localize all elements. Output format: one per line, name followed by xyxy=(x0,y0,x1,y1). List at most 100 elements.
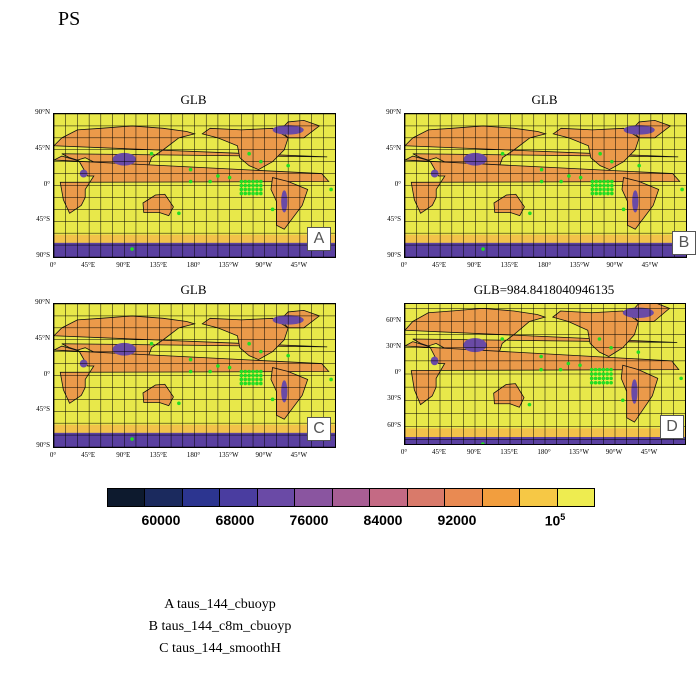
station-marker xyxy=(247,369,251,374)
station-marker xyxy=(255,369,259,374)
colorbar-label: 92000 xyxy=(437,512,477,528)
station-marker xyxy=(500,337,505,341)
station-marker xyxy=(597,367,602,372)
y-tick-label: 45°N xyxy=(35,143,50,152)
station-marker xyxy=(594,191,599,196)
station-marker xyxy=(605,380,610,385)
station-marker xyxy=(610,183,614,188)
map-svg xyxy=(54,114,335,257)
x-tick-label: 90°E xyxy=(116,261,131,269)
x-tick-label: 135°W xyxy=(569,261,590,269)
continent-shape xyxy=(551,310,639,357)
y-tick-label: 30°N xyxy=(386,341,401,350)
station-marker xyxy=(130,247,134,251)
high-terrain xyxy=(631,379,638,404)
station-marker xyxy=(597,380,602,385)
y-tick-label: 0° xyxy=(43,369,50,378)
station-marker xyxy=(598,151,602,156)
y-tick-label: 0° xyxy=(394,368,401,376)
station-marker xyxy=(216,174,220,178)
station-marker xyxy=(589,372,594,376)
station-marker xyxy=(621,207,626,212)
station-marker xyxy=(251,369,255,374)
x-tick-label: 45°W xyxy=(290,261,308,269)
station-marker xyxy=(243,381,248,386)
legend-line: B taus_144_c8m_cbuoyp xyxy=(148,619,292,634)
colorbar-label: 84000 xyxy=(363,512,403,528)
x-tick-label: 45°W xyxy=(290,451,308,459)
station-marker xyxy=(601,376,606,381)
colorbar-label-last: 105 xyxy=(520,512,590,529)
continent-shape xyxy=(552,127,640,171)
station-marker xyxy=(594,187,599,192)
station-marker xyxy=(598,191,602,196)
x-tick-label: 45°E xyxy=(81,261,96,269)
y-tick-label: 90°N xyxy=(35,298,50,306)
station-marker xyxy=(539,354,543,359)
station-marker xyxy=(259,183,263,188)
station-marker xyxy=(559,179,563,184)
station-marker xyxy=(481,247,485,251)
x-tick-label: 135°W xyxy=(569,448,589,456)
station-marker xyxy=(243,187,248,192)
station-marker xyxy=(247,373,251,378)
station-marker xyxy=(243,179,248,184)
station-marker xyxy=(539,179,544,184)
station-marker xyxy=(609,372,613,376)
station-marker xyxy=(593,376,598,381)
station-marker xyxy=(593,367,598,372)
continent-shape xyxy=(405,341,680,406)
panel-title: GLB xyxy=(180,92,207,107)
station-marker xyxy=(239,183,244,188)
station-marker xyxy=(270,397,275,402)
station-marker xyxy=(243,369,248,374)
station-marker xyxy=(609,380,613,385)
x-tick-label: 180° xyxy=(186,451,201,459)
station-marker xyxy=(270,207,275,212)
colorbar-swatch xyxy=(482,489,521,506)
x-tick-label: 90°W xyxy=(605,448,623,456)
station-marker xyxy=(188,369,193,374)
station-marker xyxy=(602,179,606,184)
station-marker xyxy=(227,175,232,180)
map-plot xyxy=(404,303,686,445)
map-panel-d: GLB=984.8418040946135 D 60°N 30°N 0° 30°S 60… xyxy=(386,282,686,456)
station-marker xyxy=(602,191,606,196)
station-marker xyxy=(247,151,251,156)
x-tick-label: 45°E xyxy=(432,261,447,269)
legend-line: C taus_144_smoothH xyxy=(159,641,281,656)
station-marker xyxy=(566,361,571,366)
station-marker xyxy=(251,183,255,188)
station-marker xyxy=(500,151,505,156)
panel-letter: A xyxy=(307,227,331,251)
map-svg xyxy=(405,304,685,444)
continent-shape xyxy=(405,155,681,214)
y-tick-label: 60°S xyxy=(387,420,401,429)
panel-letter: B xyxy=(672,231,696,255)
y-tick-label: 90°S xyxy=(36,251,50,259)
station-marker xyxy=(130,437,134,441)
colorbar-label: 60000 xyxy=(141,512,181,528)
station-marker xyxy=(589,380,594,385)
station-marker xyxy=(605,376,610,381)
station-marker xyxy=(255,183,259,188)
x-tick-label: 90°W xyxy=(606,261,623,269)
station-marker xyxy=(594,179,599,184)
station-marker xyxy=(609,367,613,372)
station-marker xyxy=(590,183,595,188)
station-marker xyxy=(227,365,232,370)
station-marker xyxy=(609,376,613,381)
y-tick-label: 90°S xyxy=(36,441,50,449)
colorbar-swatch xyxy=(257,489,296,506)
colorbar xyxy=(107,488,595,507)
station-marker xyxy=(177,211,181,216)
x-tick-label: 90°W xyxy=(255,451,272,459)
colorbar-swatch xyxy=(145,489,183,506)
station-marker xyxy=(149,151,154,156)
x-tick-label: 90°E xyxy=(116,451,131,459)
y-tick-label: 90°N xyxy=(35,108,50,116)
station-marker xyxy=(602,183,606,188)
station-marker xyxy=(255,179,259,184)
station-marker xyxy=(589,367,594,372)
panel-letter: C xyxy=(307,417,331,441)
